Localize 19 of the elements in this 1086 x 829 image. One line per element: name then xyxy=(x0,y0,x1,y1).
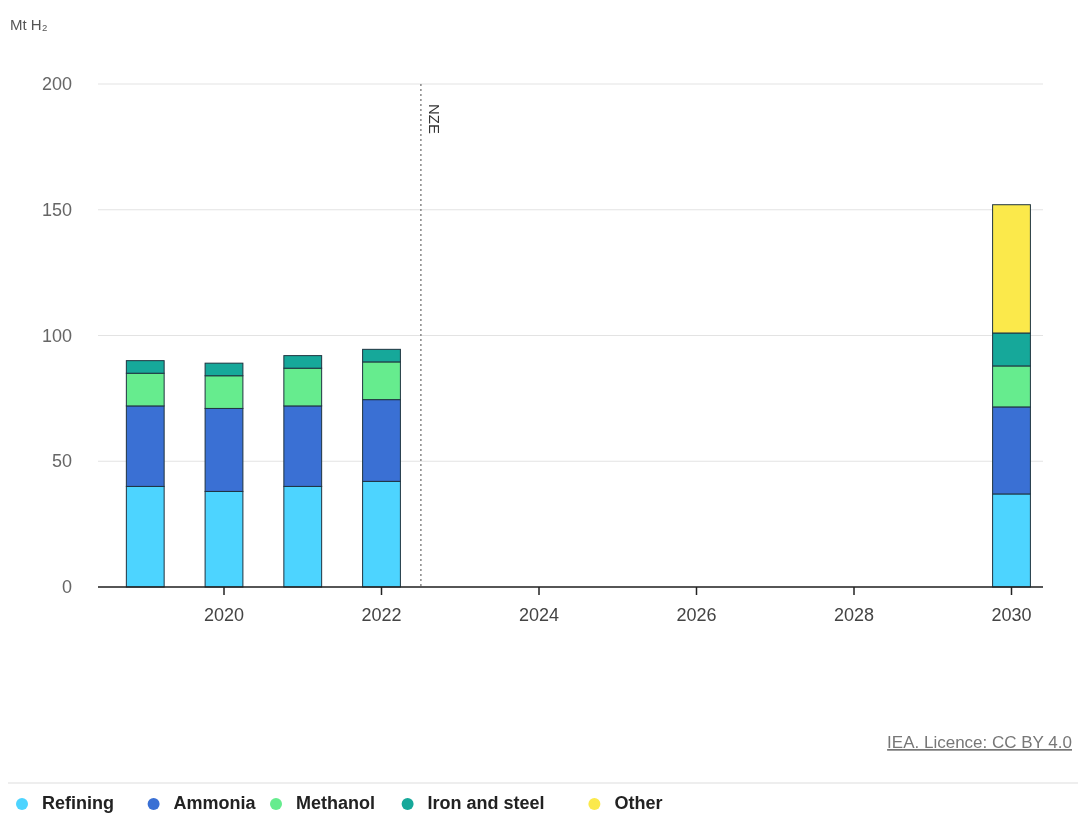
y-tick-label: 100 xyxy=(41,325,72,346)
ref-line-label: NZE xyxy=(425,104,443,134)
legend-label: Refining xyxy=(42,793,114,813)
y-tick-label: 200 xyxy=(41,74,72,94)
legend-label: Iron and steel xyxy=(427,793,545,813)
x-tick-label: 2022 xyxy=(361,605,402,625)
x-tick-label: 2028 xyxy=(833,605,875,625)
legend-label: Ammonia xyxy=(173,793,257,813)
y-tick-label: 150 xyxy=(41,199,72,220)
y-tick-label: 0 xyxy=(61,577,72,597)
x-tick-label: 2026 xyxy=(676,605,717,625)
y-axis-title: Mt H₂ xyxy=(10,16,48,33)
y-tick-label: 50 xyxy=(51,451,72,472)
x-tick-label: 2020 xyxy=(203,605,245,625)
text: IEA. Licence: CC BY 4.0 xyxy=(887,733,1072,752)
x-tick-label: 2024 xyxy=(518,605,560,625)
x-tick-label: 2030 xyxy=(991,605,1032,625)
legend-label: Methanol xyxy=(296,793,375,813)
legend-label: Other xyxy=(614,793,663,813)
